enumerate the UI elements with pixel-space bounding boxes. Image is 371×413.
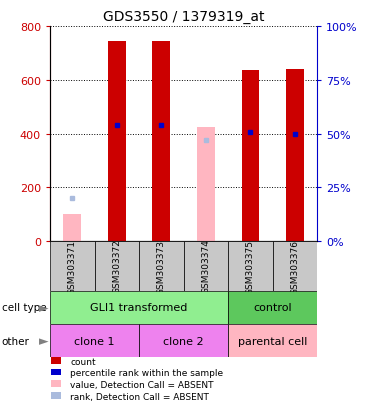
Text: clone 1: clone 1 (74, 336, 115, 346)
Bar (184, 242, 228, 291)
Bar (51, 380, 61, 387)
Bar (242, 71, 259, 242)
Bar (51, 357, 61, 364)
Bar (50, 324, 139, 357)
Bar (50, 291, 228, 324)
Text: count: count (70, 357, 96, 366)
Bar (228, 324, 317, 357)
Text: ►: ► (39, 301, 49, 314)
Text: GSM303376: GSM303376 (290, 239, 299, 294)
Text: other: other (2, 336, 30, 346)
Bar (95, 242, 139, 291)
Text: parental cell: parental cell (238, 336, 307, 346)
Bar (197, 128, 215, 242)
Bar (51, 369, 61, 375)
Bar (51, 392, 61, 399)
Text: GSM303374: GSM303374 (201, 239, 210, 294)
Text: ►: ► (39, 334, 49, 347)
Bar (273, 242, 317, 291)
Text: GSM303373: GSM303373 (157, 239, 166, 294)
Text: percentile rank within the sample: percentile rank within the sample (70, 368, 224, 377)
Bar (228, 242, 273, 291)
Bar (139, 324, 228, 357)
Text: GSM303371: GSM303371 (68, 239, 77, 294)
Bar (228, 291, 317, 324)
Text: GLI1 transformed: GLI1 transformed (91, 303, 188, 313)
Text: GSM303372: GSM303372 (112, 239, 121, 294)
Bar (286, 70, 304, 242)
Text: GSM303375: GSM303375 (246, 239, 255, 294)
Bar (152, 42, 170, 242)
Bar (50, 242, 95, 291)
Text: rank, Detection Call = ABSENT: rank, Detection Call = ABSENT (70, 392, 209, 401)
Text: cell type: cell type (2, 303, 46, 313)
Bar (63, 215, 81, 242)
Text: control: control (253, 303, 292, 313)
Text: value, Detection Call = ABSENT: value, Detection Call = ABSENT (70, 380, 214, 389)
Bar (139, 242, 184, 291)
Title: GDS3550 / 1379319_at: GDS3550 / 1379319_at (103, 10, 265, 24)
Text: clone 2: clone 2 (163, 336, 204, 346)
Bar (108, 42, 126, 242)
